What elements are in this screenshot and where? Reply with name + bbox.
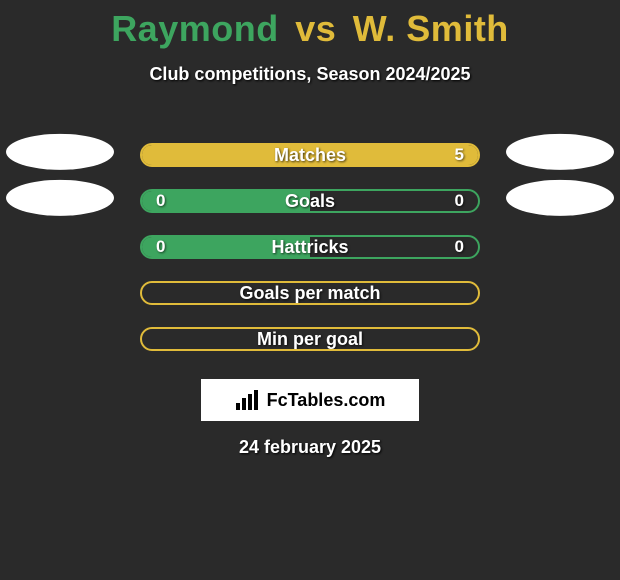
stat-label: Hattricks — [142, 237, 478, 258]
comparison-card: Raymond vs W. Smith Club competitions, S… — [0, 0, 620, 458]
stat-label: Matches — [142, 145, 478, 166]
stat-row: 0Goals0 — [0, 177, 620, 223]
brand-badge: FcTables.com — [201, 379, 419, 421]
stat-bar: Matches5 — [140, 143, 480, 167]
stat-rows: Matches50Goals00Hattricks0Goals per matc… — [0, 131, 620, 361]
subtitle: Club competitions, Season 2024/2025 — [0, 64, 620, 85]
chart-bars-icon — [235, 389, 261, 411]
player-right-name: W. Smith — [353, 8, 509, 49]
stat-bar: 0Hattricks0 — [140, 235, 480, 259]
brand-text: FcTables.com — [267, 390, 386, 411]
stat-row: Matches5 — [0, 131, 620, 177]
stat-value-right: 0 — [448, 191, 464, 211]
team-logo-right — [506, 180, 614, 216]
stat-value-right: 5 — [448, 145, 464, 165]
stat-bar: Goals per match — [140, 281, 480, 305]
stat-label: Goals per match — [142, 283, 478, 304]
team-logo-left — [6, 180, 114, 216]
stat-value-right: 0 — [448, 237, 464, 257]
stat-row: Goals per match — [0, 269, 620, 315]
team-logo-left — [6, 134, 114, 170]
stat-bar: 0Goals0 — [140, 189, 480, 213]
stat-label: Min per goal — [142, 329, 478, 350]
stat-row: 0Hattricks0 — [0, 223, 620, 269]
stat-row: Min per goal — [0, 315, 620, 361]
date-label: 24 february 2025 — [0, 437, 620, 458]
team-logo-right — [506, 134, 614, 170]
stat-bar: Min per goal — [140, 327, 480, 351]
player-left-name: Raymond — [111, 8, 279, 49]
page-title: Raymond vs W. Smith — [0, 8, 620, 50]
vs-label: vs — [295, 8, 336, 49]
stat-label: Goals — [142, 191, 478, 212]
